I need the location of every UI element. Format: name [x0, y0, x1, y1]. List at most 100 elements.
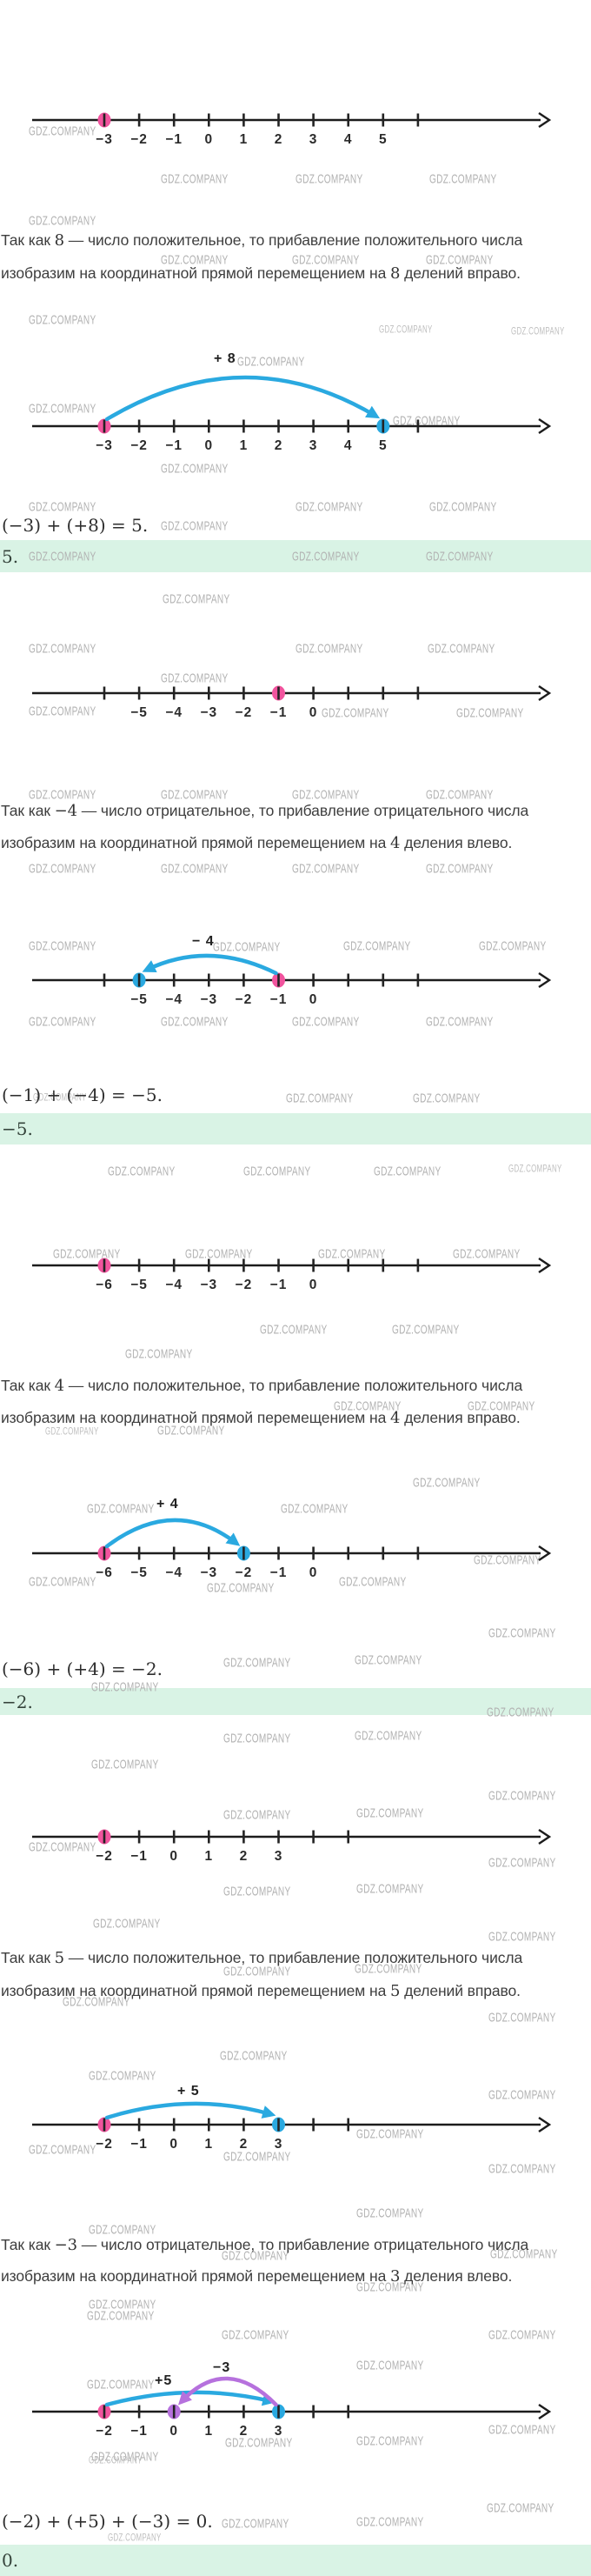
watermark: GDZ.COMPANY — [63, 1993, 130, 2009]
watermark: GDZ.COMPANY — [292, 1013, 360, 1029]
watermark: GDZ.COMPANY — [213, 938, 281, 954]
answer-highlight: −5. — [0, 1113, 591, 1145]
watermark: GDZ.COMPANY — [53, 1245, 121, 1261]
watermark: GDZ.COMPANY — [426, 786, 494, 802]
tick-label: 1 — [204, 1849, 213, 1864]
watermark: GDZ.COMPANY — [487, 2499, 554, 2515]
paragraph-line: изобразим на координатной прямой перемещ… — [1, 1982, 521, 2001]
watermark: GDZ.COMPANY — [426, 548, 494, 564]
tick-label: 0 — [204, 438, 213, 453]
tick-label: −1 — [165, 132, 183, 147]
arc-label: + 5 — [177, 2084, 200, 2099]
watermark: GDZ.COMPANY — [89, 2454, 143, 2466]
watermark: GDZ.COMPANY — [426, 1013, 494, 1029]
tick-label: 4 — [344, 438, 353, 453]
math-number: 5 — [389, 1982, 401, 2000]
jump-arc-purple — [177, 2376, 278, 2407]
watermark: GDZ.COMPANY — [356, 1805, 424, 1820]
text-run: Так как — [1, 231, 55, 249]
watermark: GDZ.COMPANY — [29, 1013, 96, 1029]
text-run: делений вправо. — [400, 1982, 521, 1999]
watermark: GDZ.COMPANY — [286, 1090, 354, 1105]
text-run: Так как — [1, 1949, 55, 1966]
math-number: 8 — [54, 231, 65, 250]
arc-label: −3 — [213, 2360, 230, 2375]
answer-text: −5. — [2, 1118, 33, 1139]
watermark: GDZ.COMPANY — [93, 1915, 161, 1931]
tick-label: −3 — [200, 992, 217, 1007]
watermark: GDZ.COMPANY — [29, 212, 96, 228]
watermark: GDZ.COMPANY — [456, 704, 524, 720]
axis-arrowhead — [538, 2117, 552, 2132]
tick-label: −1 — [130, 2424, 148, 2439]
watermark: GDZ.COMPANY — [237, 353, 305, 369]
tick-label: 2 — [275, 132, 283, 147]
text-run: деления влево. — [400, 834, 513, 851]
watermark: GDZ.COMPANY — [292, 860, 360, 876]
watermark: GDZ.COMPANY — [222, 2326, 289, 2342]
watermark: GDZ.COMPANY — [220, 2047, 288, 2063]
tick-label: 1 — [240, 438, 249, 453]
tick-label: 4 — [344, 132, 353, 147]
watermark: GDZ.COMPANY — [260, 1321, 328, 1337]
watermark: GDZ.COMPANY — [393, 412, 461, 428]
paragraph-line: изобразим на координатной прямой перемещ… — [1, 2267, 512, 2286]
math-number: 4 — [389, 834, 401, 852]
watermark: GDZ.COMPANY — [355, 1960, 422, 1976]
watermark: GDZ.COMPANY — [426, 251, 494, 267]
watermark: GDZ.COMPANY — [91, 2448, 159, 2464]
watermark: GDZ.COMPANY — [355, 1727, 422, 1743]
tick-label: 2 — [240, 1849, 249, 1864]
text-run: изобразим на координатной прямой перемещ… — [1, 2267, 390, 2285]
tick-label: −6 — [96, 1278, 113, 1292]
watermark: GDZ.COMPANY — [161, 1013, 229, 1029]
formula: (−1) + (−4) = −5. — [2, 1084, 163, 1105]
math-number: −3 — [54, 2236, 77, 2254]
watermark: GDZ.COMPANY — [161, 460, 229, 476]
tick-label: 0 — [309, 1565, 318, 1580]
watermark: GDZ.COMPANY — [488, 2009, 556, 2025]
jump-arc-blue — [104, 1518, 241, 1549]
watermark: GDZ.COMPANY — [29, 2141, 96, 2157]
tick-label: −5 — [130, 1565, 148, 1580]
tick-label: 3 — [275, 2137, 283, 2152]
watermark: GDZ.COMPANY — [356, 2205, 424, 2220]
answer-text: 0. — [2, 2550, 19, 2571]
paragraph-line: изобразим на координатной прямой перемещ… — [1, 264, 521, 284]
arc-label: +5 — [155, 2373, 172, 2388]
watermark: GDZ.COMPANY — [356, 2433, 424, 2448]
watermark: GDZ.COMPANY — [87, 2376, 155, 2392]
tick-label: −2 — [236, 705, 253, 720]
watermark: GDZ.COMPANY — [413, 1090, 481, 1105]
formula: (−2) + (+5) + (−3) = 0. — [2, 2511, 213, 2532]
watermark: GDZ.COMPANY — [222, 2247, 289, 2263]
watermark: GDZ.COMPANY — [356, 2279, 424, 2294]
watermark: GDZ.COMPANY — [488, 1928, 556, 1944]
watermark: GDZ.COMPANY — [161, 170, 229, 186]
watermark: GDZ.COMPANY — [355, 1652, 422, 1667]
watermark: GDZ.COMPANY — [161, 251, 229, 267]
tick-label: 0 — [309, 992, 318, 1007]
axis-arrowhead — [538, 1258, 552, 1273]
watermark: GDZ.COMPANY — [45, 1425, 99, 1438]
watermark: GDZ.COMPANY — [379, 324, 433, 336]
answer-highlight: 0. — [0, 2545, 591, 2576]
watermark: GDZ.COMPANY — [429, 498, 497, 514]
watermark: GDZ.COMPANY — [296, 170, 363, 186]
paragraph-line: Так как −3 — число отрицательное, то при… — [1, 2236, 528, 2255]
watermark: GDZ.COMPANY — [161, 670, 229, 685]
tick-label: −5 — [130, 992, 148, 1007]
number-line: −2 −1 0 1 2 3 +5 −3 — [32, 2360, 552, 2439]
watermark: GDZ.COMPANY — [29, 400, 96, 416]
watermark: GDZ.COMPANY — [490, 2246, 558, 2261]
tick-label: −3 — [96, 438, 113, 453]
axis-arrowhead — [538, 2404, 552, 2419]
tick-label: −4 — [165, 705, 183, 720]
watermark: GDZ.COMPANY — [488, 2326, 556, 2342]
watermark: GDZ.COMPANY — [488, 2160, 556, 2176]
watermark: GDZ.COMPANY — [222, 2515, 289, 2531]
text-run: — число отрицательное, то прибавление от… — [77, 802, 529, 819]
axis-arrowhead — [538, 112, 552, 128]
text-run: — число положительное, то прибавление по… — [64, 1377, 523, 1394]
